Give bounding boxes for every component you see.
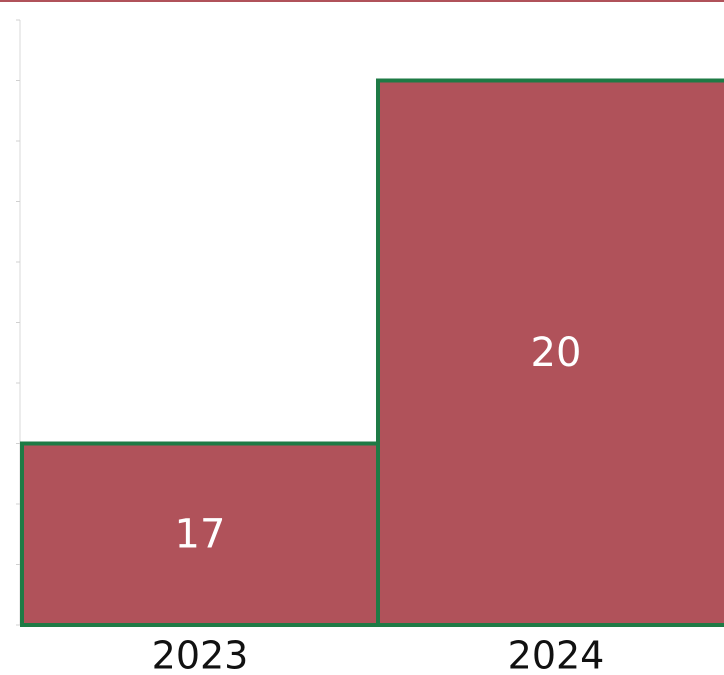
top-border (0, 0, 724, 2)
data-label: 20 (531, 330, 582, 376)
bar (376, 78, 724, 627)
bar (20, 441, 380, 627)
x-tick-label: 2024 (508, 634, 605, 675)
data-label: 17 (175, 511, 226, 557)
x-tick-label: 2023 (152, 634, 249, 675)
